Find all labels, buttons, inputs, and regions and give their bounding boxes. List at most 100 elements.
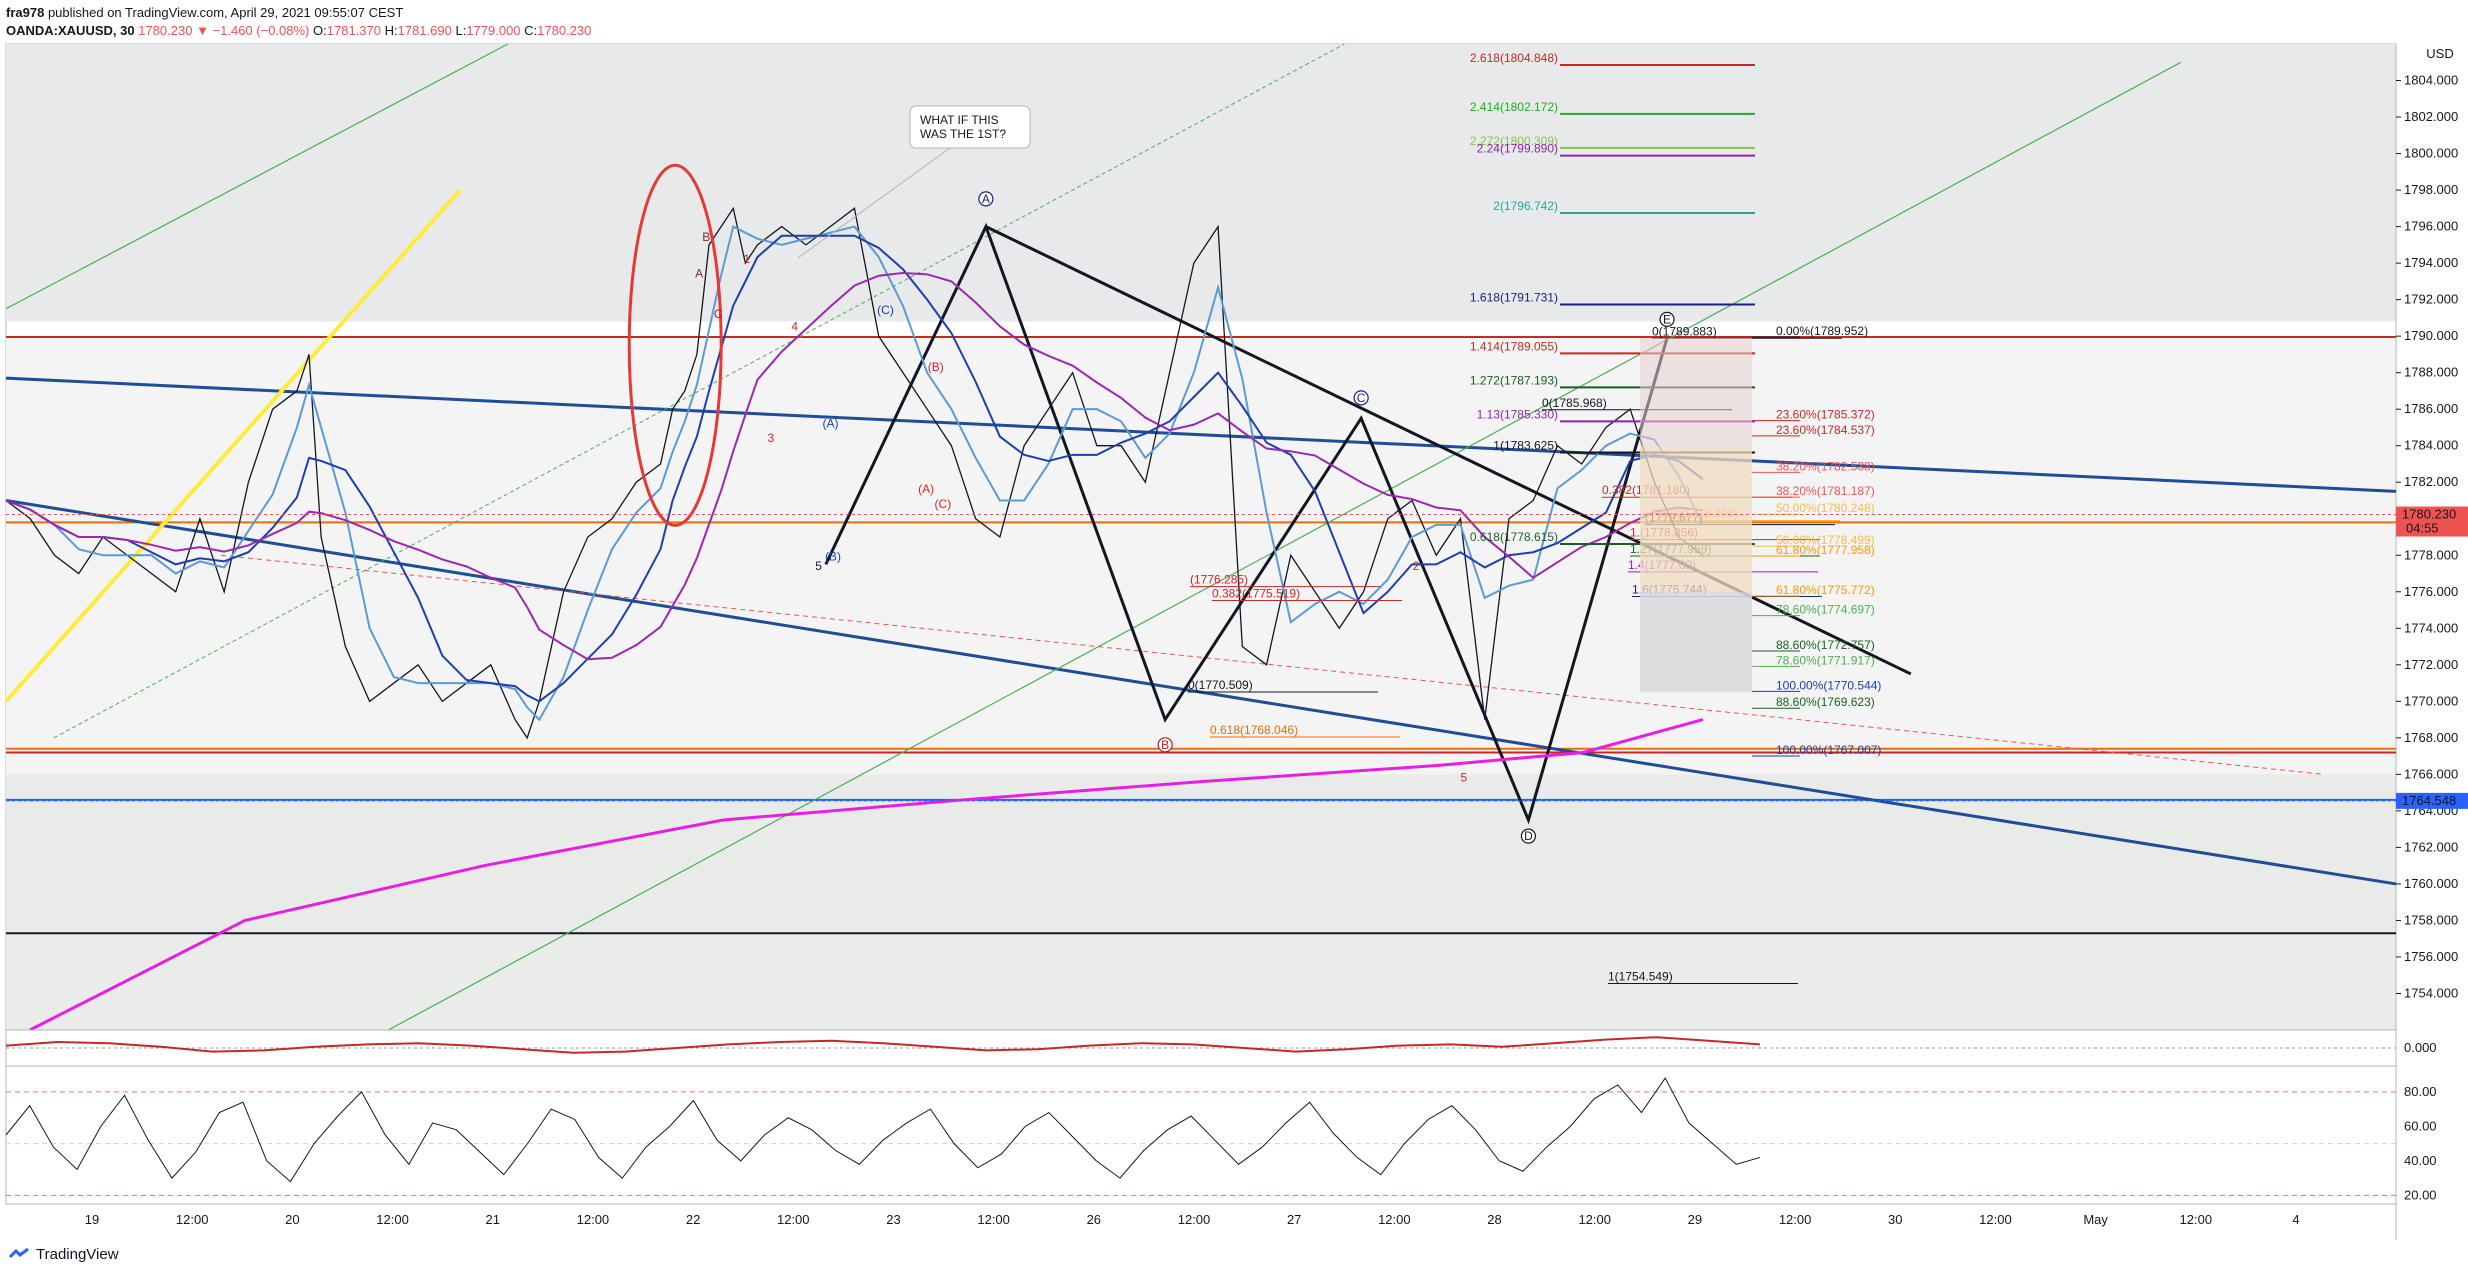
ohlc-close-label: C:: [524, 23, 538, 38]
y-tick-label: 1782.000: [2404, 474, 2458, 489]
fib-retracement-label: 88.60%(1772.757): [1776, 638, 1875, 652]
y-tick-label: 1760.000: [2404, 876, 2458, 891]
price-axis-label-bg: [2396, 792, 2468, 809]
fib-anchor-label: 1(1754.549): [1608, 969, 1673, 983]
y-tick-label: 1800.000: [2404, 146, 2458, 161]
y-tick-label: 1754.000: [2404, 985, 2458, 1000]
y-tick-label: 1776.000: [2404, 584, 2458, 599]
wave-label-circle: [1520, 828, 1537, 844]
wave-label: 5: [815, 559, 822, 573]
wave-label: C: [714, 307, 723, 321]
green-channel-bottom: [388, 61, 2182, 1031]
footer: TradingView: [8, 1246, 119, 1263]
y-tick-label: 1772.000: [2404, 657, 2458, 672]
oscillator-line: [5, 1036, 1761, 1054]
rsi-tick-label: 40.00: [2404, 1153, 2437, 1168]
ohlc-low-label: L:: [455, 23, 467, 38]
x-tick-label: 12:00: [1178, 1212, 1211, 1227]
fib-anchor-label: (1776.285): [1190, 573, 1248, 587]
y-tick-label: 1758.000: [2404, 912, 2458, 927]
x-tick-label: 12:00: [2180, 1212, 2213, 1227]
rsi-tick-label: 60.00: [2404, 1118, 2437, 1133]
x-tick-label: 29: [1688, 1212, 1702, 1227]
x-tick-label: 12:00: [1578, 1212, 1611, 1227]
x-tick-label: 30: [1888, 1212, 1902, 1227]
fib-retracement-label: 61.80%(1777.958): [1776, 543, 1875, 557]
fib-retracement-label: 38.20%(1781.187): [1776, 484, 1875, 498]
fib-retracement-label: 38.20%(1782.538): [1776, 459, 1875, 473]
x-tick-label: 12:00: [176, 1212, 209, 1227]
axis-unit-label: USD: [2426, 46, 2453, 61]
ohlc-open: 1781.370: [326, 23, 381, 38]
wave-label: C: [1357, 391, 1366, 405]
price-countdown-label: 04:55: [2406, 521, 2439, 536]
price-axis-label: 1764.548: [2402, 793, 2456, 808]
wave-label: 5: [1461, 771, 1468, 785]
callout-box: [909, 105, 1031, 149]
price-change: ▼ −1.460 (−0.08%): [196, 23, 310, 38]
callout-text-line2: WAS THE 1ST?: [920, 127, 1006, 141]
x-tick-label: 27: [1287, 1212, 1301, 1227]
x-tick-label: 26: [1087, 1212, 1101, 1227]
fib-extension-label: 2(1796.742): [1493, 199, 1558, 213]
publish-line: fra978 published on TradingView.com, Apr…: [6, 4, 591, 22]
ohlc-line: OANDA:XAUUSD, 30 1780.230 ▼ −1.460 (−0.0…: [6, 22, 591, 40]
wave-label: B: [1161, 738, 1169, 752]
wave-label: 2: [1413, 559, 1420, 573]
wave-label: (A): [918, 482, 934, 496]
fib-extension-label: 2.24(1799.890): [1477, 142, 1558, 156]
wave-label-circle: [978, 191, 994, 207]
wave-label: 1: [744, 252, 751, 266]
y-tick-label: 1802.000: [2404, 109, 2458, 124]
fib-retracement-label: 50.00%(1778.499): [1776, 533, 1875, 547]
wave-label-circle: [1353, 390, 1369, 406]
range-band: [6, 337, 2396, 775]
fib-extension-label: 1(1783.625): [1493, 439, 1558, 453]
red-circle-annotation: [627, 163, 723, 527]
wave-label: 4: [791, 320, 798, 334]
price-axis-label: 1780.230: [2402, 507, 2456, 522]
fib-anchor-label: 0.382(1775.519): [1212, 587, 1300, 601]
price-axis-label-bg: [2396, 506, 2468, 537]
rsi-pane[interactable]: [5, 1065, 2397, 1205]
fib-anchor-label: 0(1770.509): [1188, 678, 1253, 692]
x-tick-label: 23: [886, 1212, 900, 1227]
wave-label-circle: [1157, 737, 1173, 753]
fib-extension-label: 1.414(1789.055): [1470, 339, 1558, 353]
ma-200-line: [29, 718, 1704, 1032]
ohlc-high-label: H:: [384, 23, 398, 38]
y-tick-label: 1778.000: [2404, 547, 2458, 562]
ohlc-low: 1779.000: [466, 23, 521, 38]
ohlc-open-label: O:: [313, 23, 327, 38]
ohlc-high: 1781.690: [397, 23, 452, 38]
symbol-label: OANDA:XAUUSD, 30: [6, 23, 135, 38]
fib-extension-label: 2.618(1804.848): [1470, 51, 1558, 65]
brand-label[interactable]: TradingView: [36, 1246, 119, 1263]
x-tick-label: 4: [2292, 1212, 2299, 1227]
author-name[interactable]: fra978: [6, 5, 45, 20]
yellow-trendline: [4, 188, 462, 703]
price-axis[interactable]: [2396, 44, 2468, 1240]
red-dashed-trend: [221, 554, 2325, 775]
fib-retracement-label: 100.00%(1770.544): [1776, 678, 1881, 692]
x-tick-label: 22: [686, 1212, 700, 1227]
x-tick-label: 12:00: [777, 1212, 810, 1227]
ma-slow-line: [5, 271, 1704, 661]
fib-extension-label: 1.13(1785.330): [1477, 407, 1558, 421]
callout-text-line1: WHAT IF THIS: [920, 113, 999, 127]
fib-retracement-label: 88.60%(1769.623): [1776, 695, 1875, 709]
wave-label: A: [982, 192, 990, 206]
last-price: 1780.230: [138, 23, 193, 38]
wave-label-circle: [1659, 311, 1675, 327]
y-tick-label: 1756.000: [2404, 949, 2458, 964]
tradingview-logo-icon: [8, 1247, 29, 1258]
fib-retracement-label: 0.00%(1789.952): [1776, 324, 1868, 338]
green-channel-top: [5, 43, 509, 310]
x-tick-label: 12:00: [1779, 1212, 1812, 1227]
y-tick-label: 1796.000: [2404, 219, 2458, 234]
ma-fast-line: [5, 225, 1704, 722]
fib-anchor-label: 0(1789.883): [1652, 324, 1717, 338]
upper-blue-trendline: [5, 376, 2397, 493]
ohlc-close: 1780.230: [537, 23, 592, 38]
